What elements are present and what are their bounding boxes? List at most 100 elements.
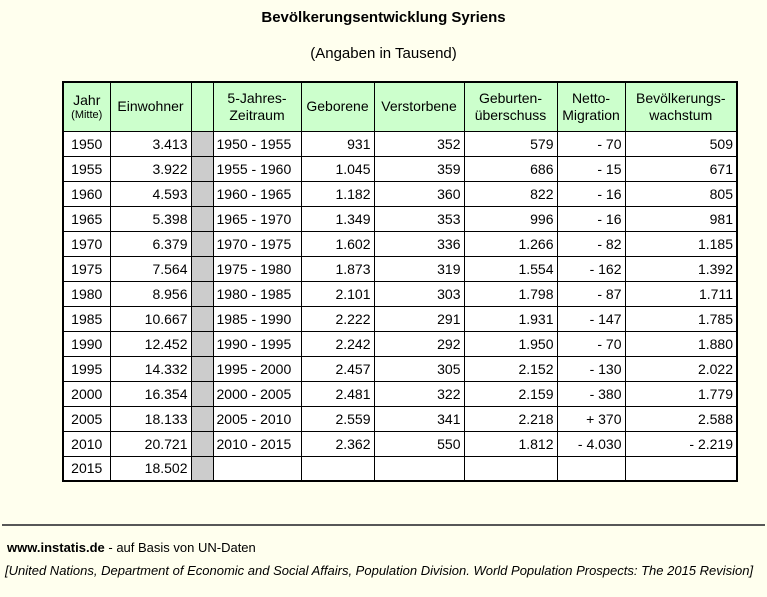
col-header-verstorbene: Verstorbene (373, 81, 465, 132)
nettomigration-cell: - 147 (556, 305, 626, 332)
wachstum-cell: 805 (624, 180, 738, 207)
jahr-cell: 2010 (62, 430, 111, 457)
table-row: 1975 7.564 1975 - 1980 1.873 319 1.554 -… (62, 255, 738, 282)
table-row: 2010 20.721 2010 - 2015 2.362 550 1.812 … (62, 430, 738, 457)
verstorbene-cell: 322 (373, 380, 465, 407)
jahr-cell: 1975 (62, 255, 111, 282)
nettomigration-cell: - 70 (556, 130, 626, 157)
geburtenueberschuss-cell: 2.152 (463, 355, 558, 382)
geborene-cell: 2.481 (300, 380, 375, 407)
zeitraum-cell: 1960 - 1965 (212, 180, 302, 207)
col-header-geburtenueberschuss: Geburten-überschuss (463, 81, 558, 132)
wachstum-cell (624, 455, 738, 482)
zeitraum-cell: 2005 - 2010 (212, 405, 302, 432)
verstorbene-cell: 305 (373, 355, 465, 382)
einwohner-cell: 4.593 (109, 180, 192, 207)
table-row: 2005 18.133 2005 - 2010 2.559 341 2.218 … (62, 405, 738, 432)
verstorbene-cell: 303 (373, 280, 465, 307)
einwohner-cell: 5.398 (109, 205, 192, 232)
nettomigration-cell: - 380 (556, 380, 626, 407)
zeitraum-cell: 1995 - 2000 (212, 355, 302, 382)
geburtenueberschuss-cell: 2.218 (463, 405, 558, 432)
einwohner-cell: 20.721 (109, 430, 192, 457)
wachstum-cell: 1.785 (624, 305, 738, 332)
zeitraum-cell: 1975 - 1980 (212, 255, 302, 282)
wachstum-cell: 1.711 (624, 280, 738, 307)
geburtenueberschuss-cell: 1.950 (463, 330, 558, 357)
table-row: 1985 10.667 1985 - 1990 2.222 291 1.931 … (62, 305, 738, 332)
zeitraum-cell: 1990 - 1995 (212, 330, 302, 357)
header-row: Jahr (Mitte) Einwohner 5-Jahres- Zeitraum … (62, 81, 738, 132)
spacer-cell (190, 380, 214, 407)
nettomigration-cell: - 130 (556, 355, 626, 382)
verstorbene-cell: 550 (373, 430, 465, 457)
geborene-cell: 2.101 (300, 280, 375, 307)
geburtenueberschuss-cell: 996 (463, 205, 558, 232)
spacer-cell (190, 405, 214, 432)
footer-source-rest: - auf Basis von UN-Daten (104, 540, 256, 555)
population-table: Jahr (Mitte) Einwohner 5-Jahres- Zeitraum … (62, 81, 738, 482)
nettomigration-cell: - 15 (556, 155, 626, 182)
table-row: 1965 5.398 1965 - 1970 1.349 353 996 - 1… (62, 205, 738, 232)
spacer-column-header (190, 81, 214, 132)
einwohner-cell: 14.332 (109, 355, 192, 382)
col-header-zeitraum-line1: 5-Jahres- (227, 89, 287, 106)
wachstum-cell: 1.880 (624, 330, 738, 357)
spacer-cell (190, 280, 214, 307)
spacer-cell (190, 305, 214, 332)
footer-source: www.instatis.de - auf Basis von UN-Daten (7, 540, 767, 555)
geborene-cell: 2.242 (300, 330, 375, 357)
geburtenueberschuss-cell: 1.931 (463, 305, 558, 332)
wachstum-cell: 1.392 (624, 255, 738, 282)
einwohner-cell: 12.452 (109, 330, 192, 357)
verstorbene-cell: 359 (373, 155, 465, 182)
wachstum-cell: 1.185 (624, 230, 738, 257)
verstorbene-cell: 341 (373, 405, 465, 432)
jahr-cell: 1970 (62, 230, 111, 257)
verstorbene-cell: 352 (373, 130, 465, 157)
zeitraum-cell: 2010 - 2015 (212, 430, 302, 457)
geborene-cell: 2.457 (300, 355, 375, 382)
page-title: Bevölkerungsentwicklung Syriens (261, 9, 506, 26)
jahr-cell: 2015 (62, 455, 111, 482)
zeitraum-cell: 1955 - 1960 (212, 155, 302, 182)
nettomigration-cell: - 82 (556, 230, 626, 257)
jahr-cell: 2000 (62, 380, 111, 407)
jahr-cell: 1990 (62, 330, 111, 357)
geborene-cell: 2.222 (300, 305, 375, 332)
wachstum-cell: 2.022 (624, 355, 738, 382)
nettomigration-cell: - 4.030 (556, 430, 626, 457)
einwohner-cell: 6.379 (109, 230, 192, 257)
geburtenueberschuss-cell: 1.266 (463, 230, 558, 257)
geborene-cell: 2.559 (300, 405, 375, 432)
jahr-cell: 1985 (62, 305, 111, 332)
nettomigration-cell (556, 455, 626, 482)
jahr-cell: 1995 (62, 355, 111, 382)
divider-rule (2, 524, 765, 526)
geborene-cell: 931 (300, 130, 375, 157)
geburtenueberschuss-cell: 686 (463, 155, 558, 182)
zeitraum-cell (212, 455, 302, 482)
col-header-zeitraum-line2: Zeitraum (229, 106, 285, 123)
table-row: 1995 14.332 1995 - 2000 2.457 305 2.152 … (62, 355, 738, 382)
wachstum-cell: 981 (624, 205, 738, 232)
einwohner-cell: 16.354 (109, 380, 192, 407)
jahr-cell: 1950 (62, 130, 111, 157)
wachstum-cell: 671 (624, 155, 738, 182)
einwohner-cell: 10.667 (109, 305, 192, 332)
table-row: 1970 6.379 1970 - 1975 1.602 336 1.266 -… (62, 230, 738, 257)
geborene-cell: 1.602 (300, 230, 375, 257)
geborene-cell: 1.045 (300, 155, 375, 182)
zeitraum-cell: 1985 - 1990 (212, 305, 302, 332)
col-header-geborene: Geborene (300, 81, 375, 132)
einwohner-cell: 3.413 (109, 130, 192, 157)
wachstum-cell: 509 (624, 130, 738, 157)
geborene-cell: 1.349 (300, 205, 375, 232)
wachstum-cell: 1.779 (624, 380, 738, 407)
spacer-cell (190, 430, 214, 457)
einwohner-cell: 18.502 (109, 455, 192, 482)
spacer-cell (190, 255, 214, 282)
nettomigration-cell: - 16 (556, 180, 626, 207)
zeitraum-cell: 1980 - 1985 (212, 280, 302, 307)
geburtenueberschuss-cell: 2.159 (463, 380, 558, 407)
